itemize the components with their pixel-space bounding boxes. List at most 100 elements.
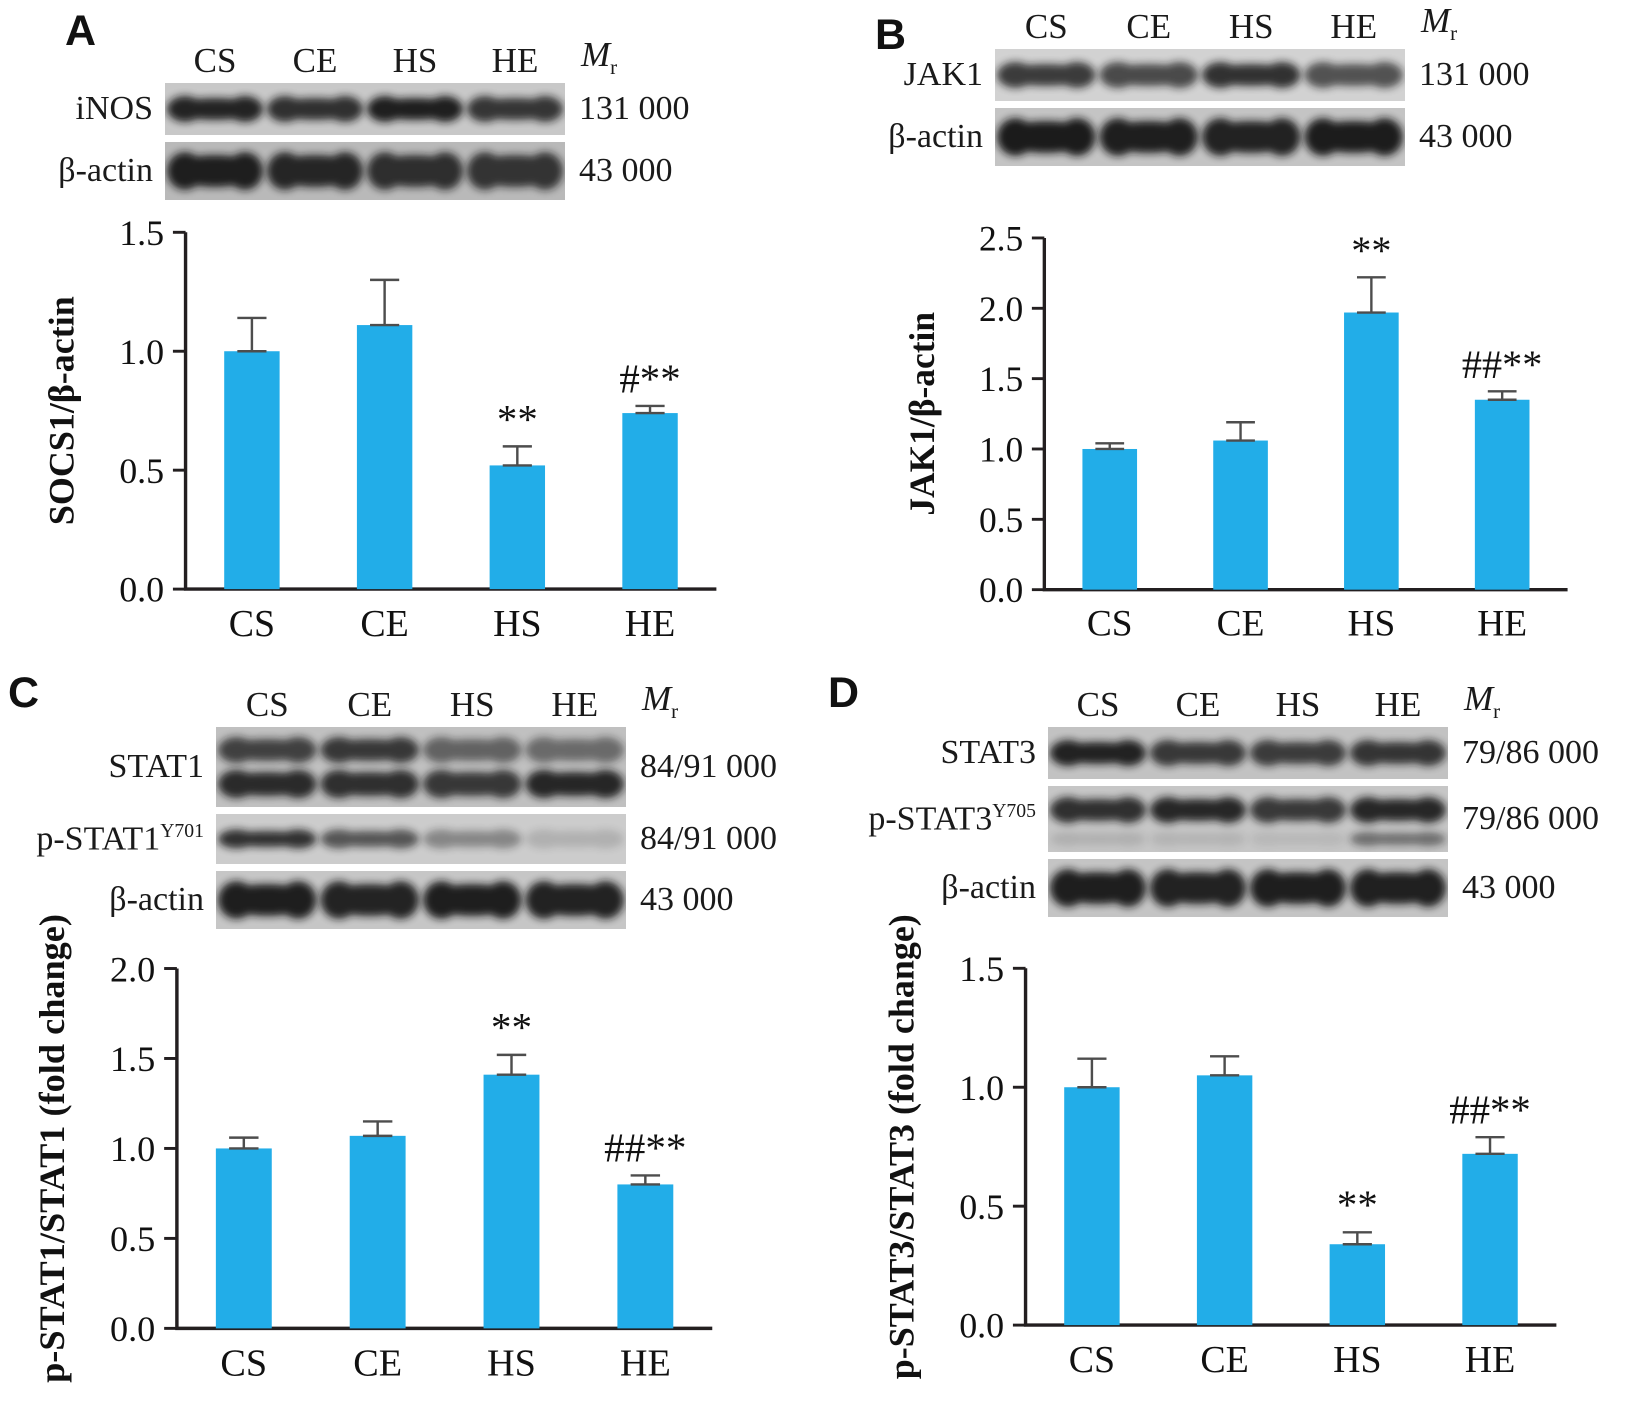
mr-value: 43 000 <box>579 152 673 189</box>
significance-hs: ** <box>491 1004 532 1050</box>
blot-lane-header: CS CE HS HE Mr <box>4 681 777 724</box>
blot-band <box>1150 740 1246 766</box>
lane-label-he: HE <box>491 41 539 80</box>
error-bar-cs <box>1095 442 1125 451</box>
blot-row-label: β-actin <box>109 881 204 919</box>
mr-header: Mr <box>565 37 617 78</box>
x-tick-label-cs: CS <box>1069 1339 1115 1381</box>
lane-labels: CS CE HS HE <box>995 9 1405 44</box>
blot-row-stat3: STAT3 79/86 000 <box>820 727 1599 779</box>
y-tick-label: 1.0 <box>119 332 164 372</box>
blot-strip-wrap <box>995 108 1405 166</box>
blot-strip-image <box>1048 727 1448 779</box>
mr-value: 84/91 000 <box>640 820 777 857</box>
significance-he: #** <box>619 356 680 401</box>
blot-band <box>1250 740 1346 766</box>
blot-band <box>1150 869 1246 907</box>
blot-band <box>1150 797 1246 823</box>
bar-cs <box>215 1148 272 1329</box>
mr-subscript: r <box>671 699 679 723</box>
panel-c-letter: C <box>8 669 40 717</box>
blot-strip-image <box>165 83 565 135</box>
bar-ce <box>356 325 413 590</box>
bar-he <box>1474 399 1530 590</box>
mr-value: 79/86 000 <box>1462 800 1599 837</box>
blot-band <box>525 829 624 849</box>
panel-d-chart: 0.0 0.5 1.0 1.5 p-STAT3/STAT3 (fold change) C… <box>870 914 1570 1391</box>
y-tick-label: 0.0 <box>959 1306 1004 1346</box>
blot-strip-image <box>165 142 565 200</box>
blot-row-jak1: JAK1 131 000 <box>845 49 1530 101</box>
blot-strip-wrap <box>1048 859 1448 917</box>
blot-band <box>320 829 419 849</box>
lane-label-ce: CE <box>1126 7 1172 46</box>
lane-label-he: HE <box>1330 7 1378 46</box>
y-tick-label: 2.0 <box>110 949 155 989</box>
y-tick-label: 2.5 <box>979 218 1023 258</box>
blot-band <box>218 881 317 919</box>
lane-label-hs: HS <box>449 685 495 724</box>
mr-value: 79/86 000 <box>1462 734 1599 771</box>
error-bar-ce <box>370 278 400 327</box>
blot-band <box>1202 118 1301 156</box>
mr-symbol: M <box>581 35 611 74</box>
blot-lane-header: CS CE HS HE Mr <box>820 679 1599 723</box>
bar-chart-c: 0.0 0.5 1.0 1.5 2.0 p-STAT1/STAT1 (fold chang… <box>32 914 713 1384</box>
bar-cs <box>224 351 280 590</box>
blot-band <box>367 152 463 190</box>
y-axis-label: p-STAT1/STAT1 (fold change) <box>32 914 72 1383</box>
blot-band <box>423 829 522 849</box>
lane-label-hs: HS <box>1275 685 1321 724</box>
lane-labels: CS CE HS HE <box>1048 687 1448 722</box>
mr-symbol: M <box>1464 679 1494 718</box>
blot-strip-image <box>1048 786 1448 852</box>
blot-row-label-superscript: Y705 <box>992 799 1036 822</box>
lane-label-ce: CE <box>347 685 393 724</box>
lane-label-ce: CE <box>1175 685 1221 724</box>
blot-band <box>1250 797 1346 823</box>
y-tick-label: 0.0 <box>979 570 1023 610</box>
mr-value: 43 000 <box>1419 118 1513 155</box>
x-tick-label-hs: HS <box>487 1342 536 1384</box>
mr-value: 131 000 <box>1419 56 1530 93</box>
significance-he: ##** <box>604 1125 686 1171</box>
lane-label-hs: HS <box>392 41 438 80</box>
x-tick-label-hs: HS <box>1347 604 1395 645</box>
blot-band <box>997 62 1096 88</box>
blot-band <box>1350 740 1446 766</box>
blot-strip-image <box>995 108 1405 166</box>
y-tick-label: 1.5 <box>119 213 164 253</box>
lane-label-he: HE <box>1374 685 1422 724</box>
blot-row-label-superscript: Y701 <box>160 819 204 842</box>
blot-row-label: iNOS <box>75 90 153 128</box>
blot-band <box>1350 797 1446 823</box>
blot-strip-image <box>995 49 1405 101</box>
panel-b: B CS CE HS HE Mr JAK1 131 000 β-actin 43 000 0… <box>845 3 1631 654</box>
mr-subscript: r <box>1493 699 1501 723</box>
bar-cs <box>1082 448 1138 590</box>
blot-row-label: STAT3 <box>940 734 1036 772</box>
significance-hs: ** <box>1337 1183 1378 1228</box>
blot-band <box>1050 797 1146 823</box>
x-tick-label-cs: CS <box>1087 604 1133 645</box>
blot-band <box>1250 831 1346 847</box>
y-tick-label: 1.0 <box>110 1129 155 1169</box>
bar-hs <box>1329 1244 1386 1326</box>
x-tick-label-ce: CE <box>360 603 408 645</box>
significance-he: ##** <box>1462 342 1542 387</box>
blot-row-stat1: STAT1 84/91 000 <box>4 727 777 807</box>
mr-header: Mr <box>626 681 678 722</box>
significance-he: ##** <box>1449 1088 1531 1133</box>
lane-label-he: HE <box>551 685 599 724</box>
blot-row--actin: β-actin 43 000 <box>820 859 1599 917</box>
blot-band <box>525 769 624 799</box>
bar-cs <box>1064 1087 1120 1326</box>
x-tick-label-he: HE <box>620 1342 671 1384</box>
panel-b-blot: CS CE HS HE Mr JAK1 131 000 β-actin 43 000 <box>845 3 1530 173</box>
blot-band <box>423 881 522 919</box>
blot-band <box>1304 62 1403 88</box>
panel-a-letter: A <box>65 7 97 55</box>
error-bar-ce <box>1226 421 1255 442</box>
blot-band <box>1050 740 1146 766</box>
